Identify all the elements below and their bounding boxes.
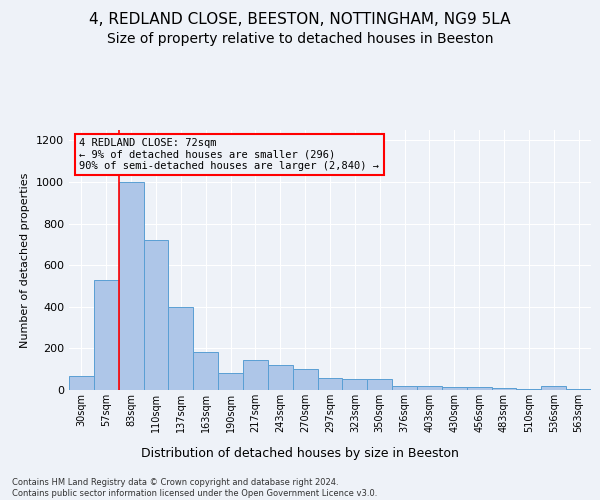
Bar — [193, 352, 218, 390]
Bar — [417, 386, 442, 390]
Bar — [268, 365, 293, 390]
Bar — [367, 378, 392, 390]
Bar — [143, 240, 169, 390]
Bar — [566, 389, 591, 390]
Bar — [243, 360, 268, 390]
Bar — [218, 374, 243, 390]
Bar — [467, 387, 491, 390]
Bar — [94, 280, 119, 390]
Text: Distribution of detached houses by size in Beeston: Distribution of detached houses by size … — [141, 448, 459, 460]
Bar — [541, 386, 566, 390]
Text: Contains HM Land Registry data © Crown copyright and database right 2024.
Contai: Contains HM Land Registry data © Crown c… — [12, 478, 377, 498]
Text: 4 REDLAND CLOSE: 72sqm
← 9% of detached houses are smaller (296)
90% of semi-det: 4 REDLAND CLOSE: 72sqm ← 9% of detached … — [79, 138, 379, 171]
Bar — [442, 387, 467, 390]
Text: Size of property relative to detached houses in Beeston: Size of property relative to detached ho… — [107, 32, 493, 46]
Text: 4, REDLAND CLOSE, BEESTON, NOTTINGHAM, NG9 5LA: 4, REDLAND CLOSE, BEESTON, NOTTINGHAM, N… — [89, 12, 511, 28]
Y-axis label: Number of detached properties: Number of detached properties — [20, 172, 31, 348]
Bar — [293, 369, 317, 390]
Bar — [69, 376, 94, 390]
Bar — [491, 388, 517, 390]
Bar — [317, 378, 343, 390]
Bar — [517, 389, 541, 390]
Bar — [119, 182, 143, 390]
Bar — [392, 386, 417, 390]
Bar — [343, 378, 367, 390]
Bar — [169, 307, 193, 390]
